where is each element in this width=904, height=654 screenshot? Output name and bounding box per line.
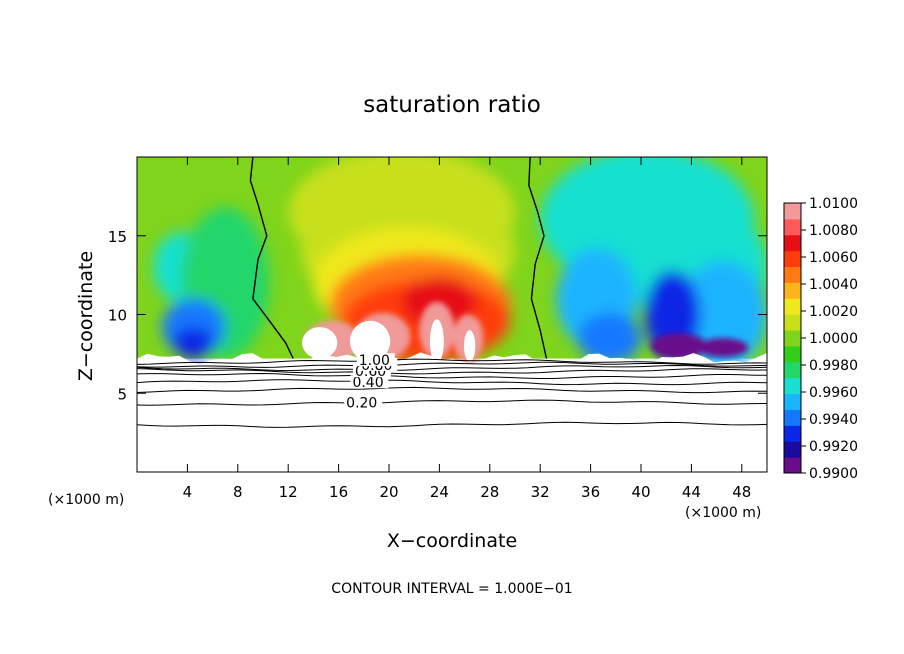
- x-tick-label-32: 32: [531, 483, 550, 501]
- contour-line-6: [137, 364, 767, 372]
- y-tick-label-5: 5: [117, 385, 127, 403]
- colorbar-swatch-11: [784, 282, 801, 299]
- chart-title: saturation ratio: [363, 92, 541, 118]
- x-tick-label-48: 48: [732, 483, 751, 501]
- contour-label-1-00: 1.00: [359, 353, 390, 369]
- colorbar-label-3: 1.0040: [809, 277, 858, 293]
- y-tick-label-10: 10: [108, 307, 127, 325]
- colorbar-swatch-8: [784, 330, 801, 347]
- x-tick-label-24: 24: [430, 483, 449, 501]
- colorbar-swatch-5: [784, 377, 801, 395]
- contour-line-2: [137, 386, 767, 394]
- x-axis-unit-right: (×1000 m): [685, 505, 761, 521]
- x-tick-label-28: 28: [480, 483, 499, 501]
- colorbar-swatch-1: [784, 441, 801, 458]
- contour-line-5: [137, 368, 767, 375]
- contour-label-bg-0: [344, 395, 383, 409]
- y-tick-label-15: 15: [108, 228, 127, 246]
- x-tick-label-36: 36: [581, 483, 600, 501]
- colorbar-label-8: 0.9940: [809, 412, 858, 428]
- field-blob-15: [401, 276, 478, 328]
- x-tick-label-44: 44: [682, 483, 701, 501]
- colorbar-swatch-7: [784, 345, 801, 363]
- colorbar-swatch-2: [784, 425, 801, 442]
- x-tick-label-16: 16: [329, 483, 348, 501]
- colorbar-label-2: 1.0060: [809, 250, 858, 266]
- colorbar-label-0: 1.0100: [809, 196, 858, 212]
- colorbar-swatch-14: [784, 234, 801, 252]
- saturation-field: [137, 157, 767, 369]
- colorbar-label-5: 1.0000: [809, 331, 858, 347]
- colorbar-label-4: 1.0020: [809, 304, 858, 320]
- field-pocket-3: [463, 330, 476, 362]
- contour-line-4: [137, 372, 767, 379]
- x-tick-label-20: 20: [379, 483, 398, 501]
- x-tick-label-40: 40: [631, 483, 650, 501]
- contour-line-1: [137, 399, 767, 406]
- colorbar-swatch-9: [784, 314, 801, 331]
- field-core-4: [651, 333, 707, 359]
- y-axis-label: Z−coordinate: [75, 251, 97, 381]
- colorbar-label-9: 0.9920: [809, 439, 858, 455]
- colorbar: 1.0100 1.0080 1.0060 1.0040 1.0020 1.0000 0.99…: [783, 196, 858, 482]
- colorbar-swatch-13: [784, 250, 801, 268]
- x-axis: 4 8 12 16 20 24 28 32 36 40 44 48: [183, 157, 751, 501]
- contour-labels: 0.200.400.600.801.00: [344, 353, 398, 412]
- plot-area: [137, 157, 767, 472]
- field-pocket-1: [349, 320, 391, 362]
- field-core-5: [697, 338, 749, 358]
- colorbar-label-1: 1.0080: [809, 223, 858, 239]
- contour-label-bg-1: [350, 375, 389, 389]
- colorbar-swatch-4: [784, 393, 801, 410]
- colorbar-swatch-0: [784, 457, 801, 474]
- contour-line-8: [137, 358, 767, 365]
- field-pocket-0: [302, 327, 338, 359]
- colorbar-label-10: 0.9900: [809, 466, 858, 482]
- contour-interval-footer: CONTOUR INTERVAL = 1.000E−01: [331, 581, 572, 597]
- saturation-boundaries: [249, 157, 548, 359]
- y-axis: 5 10 15: [108, 228, 767, 403]
- contour-line-7: [137, 361, 767, 368]
- field-pocket-2: [429, 319, 444, 364]
- contour-label-0-40: 0.40: [352, 375, 383, 391]
- field-blob-9: [173, 327, 214, 359]
- x-tick-label-12: 12: [279, 483, 298, 501]
- colorbar-label-6: 0.9980: [809, 358, 858, 374]
- colorbar-swatch-10: [784, 298, 801, 315]
- colorbar-swatch-3: [784, 409, 801, 426]
- colorbar-label-7: 0.9960: [809, 385, 858, 401]
- x-tick-label-4: 4: [183, 483, 193, 501]
- terrain-mask: [137, 352, 767, 472]
- contour-line-0: [137, 421, 767, 428]
- colorbar-swatch-16: [784, 203, 801, 220]
- colorbar-swatch-6: [784, 361, 801, 379]
- saturation-boundary-right: [528, 157, 548, 359]
- x-tick-label-8: 8: [233, 483, 243, 501]
- contour-label-0-20: 0.20: [346, 396, 377, 412]
- contour-lines: [137, 358, 767, 428]
- colorbar-swatch-12: [784, 266, 801, 283]
- x-axis-label: X−coordinate: [387, 530, 517, 552]
- contour-label-bg-4: [356, 353, 395, 367]
- x-axis-unit-left: (×1000 m): [48, 492, 124, 508]
- saturation-boundary-left: [249, 157, 294, 359]
- terrain-region: [137, 352, 767, 472]
- contour-line-3: [137, 379, 767, 386]
- field-blob-7: [578, 312, 641, 364]
- colorbar-swatch-15: [784, 218, 801, 236]
